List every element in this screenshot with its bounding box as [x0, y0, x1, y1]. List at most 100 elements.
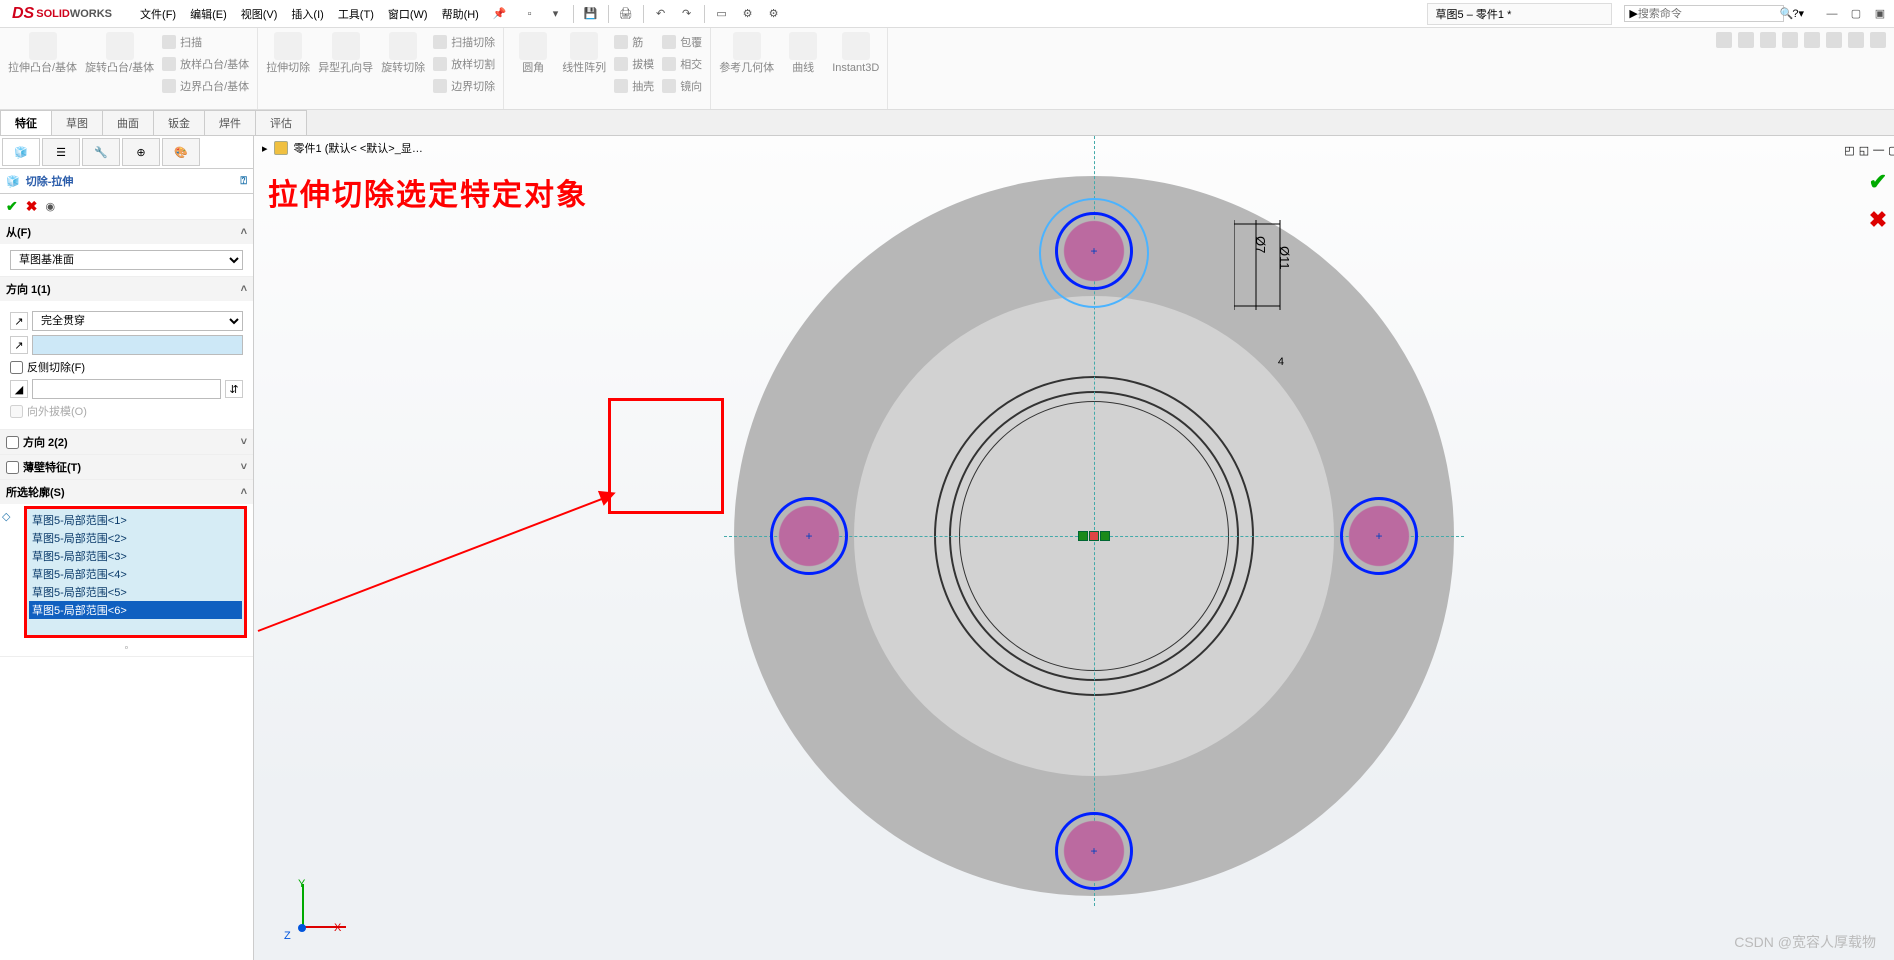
selected-contours-list[interactable]: 草图5-局部范围<1> 草图5-局部范围<2> 草图5-局部范围<3> 草图5-… [24, 506, 247, 638]
cmd-loft[interactable]: 放样凸台/基体 [162, 54, 249, 74]
pm-help-icon[interactable]: ⍰ [240, 175, 247, 188]
help-icon[interactable]: ?▾ [1792, 7, 1804, 20]
confirm-ok-button[interactable]: ✔ [1869, 169, 1887, 195]
confirm-cancel-button[interactable]: ✖ [1869, 207, 1887, 233]
open-icon[interactable]: ▾ [547, 5, 565, 23]
pm-preview-button[interactable]: ◉ [45, 200, 55, 213]
select-icon[interactable]: ▭ [713, 5, 731, 23]
draft-field[interactable] [32, 379, 221, 399]
menu-view[interactable]: 视图(V) [235, 3, 284, 25]
rr-ico-2[interactable] [1738, 32, 1754, 48]
dim-d7[interactable]: Ø7 [1253, 236, 1268, 253]
rr-ico-8[interactable] [1870, 32, 1886, 48]
cmd-fillet[interactable]: 圆角 [512, 32, 554, 105]
menu-help[interactable]: 帮助(H) [436, 3, 485, 25]
contour-item-6[interactable]: 草图5-局部范围<6> [29, 601, 242, 619]
tab-sheetmetal[interactable]: 钣金 [153, 110, 205, 135]
graphics-area[interactable]: ▸ 零件1 (默认< <默认>_显… 拉伸切除选定特定对象 [254, 136, 1894, 960]
cmd-extrude-boss[interactable]: 拉伸凸台/基体 [8, 32, 77, 105]
hole-right[interactable] [1340, 497, 1418, 575]
tab-features[interactable]: 特征 [0, 110, 52, 135]
menu-tools[interactable]: 工具(T) [332, 3, 380, 25]
flip-side-checkbox[interactable]: 反侧切除(F) [10, 359, 243, 375]
contour-item-3[interactable]: 草图5-局部范围<3> [29, 547, 242, 565]
options-icon[interactable]: ⚙ [765, 5, 783, 23]
dir-vector-icon[interactable]: ↗ [10, 336, 28, 354]
redo-icon[interactable]: ↷ [678, 5, 696, 23]
rail-ico-2[interactable]: ◱ [1859, 144, 1869, 157]
cmd-wrap[interactable]: 包覆 [662, 32, 702, 52]
cmd-refgeom[interactable]: 参考几何体 [719, 32, 774, 105]
search-box[interactable]: ▶ 🔍 [1624, 5, 1784, 22]
close-button[interactable]: ▣ [1870, 4, 1890, 24]
contour-item-1[interactable]: 草图5-局部范围<1> [29, 511, 242, 529]
rail-ico-4[interactable]: ▢ [1888, 144, 1894, 157]
rr-ico-5[interactable] [1804, 32, 1820, 48]
dir-vector-field[interactable] [32, 335, 243, 355]
tab-sketch[interactable]: 草图 [51, 110, 103, 135]
cmd-rib[interactable]: 筋 [614, 32, 643, 52]
dim-angle[interactable]: 4 [1278, 356, 1284, 368]
contour-item-5[interactable]: 草图5-局部范围<5> [29, 583, 242, 601]
hole-left[interactable] [770, 497, 848, 575]
cmd-boundary[interactable]: 边界凸台/基体 [162, 76, 249, 96]
tab-evaluate[interactable]: 评估 [255, 110, 307, 135]
rr-ico-1[interactable] [1716, 32, 1732, 48]
contour-item-4[interactable]: 草图5-局部范围<4> [29, 565, 242, 583]
search-input[interactable] [1638, 8, 1780, 20]
rail-ico-3[interactable]: — [1873, 144, 1884, 157]
cmd-revolve-cut[interactable]: 旋转切除 [381, 32, 425, 105]
pm-contours-header[interactable]: 所选轮廓(S)˄ [0, 480, 253, 504]
cmd-revolve-boss[interactable]: 旋转凸台/基体 [85, 32, 154, 105]
rr-ico-3[interactable] [1760, 32, 1776, 48]
menu-file[interactable]: 文件(F) [134, 3, 182, 25]
tab-surface[interactable]: 曲面 [102, 110, 154, 135]
cmd-extrude-cut[interactable]: 拉伸切除 [266, 32, 310, 105]
pm-from-header[interactable]: 从(F)˄ [0, 220, 253, 244]
view-triad[interactable]: Y X Z [274, 880, 334, 940]
rr-ico-7[interactable] [1848, 32, 1864, 48]
pin-icon[interactable]: 📌 [493, 7, 507, 20]
cmd-intersect[interactable]: 相交 [662, 54, 702, 74]
fm-tab-2[interactable]: ☰ [42, 138, 80, 166]
cmd-mirror[interactable]: 镜向 [662, 76, 702, 96]
fm-tab-4[interactable]: ⊕ [122, 138, 160, 166]
end-condition-select[interactable]: 完全贯穿 [32, 311, 243, 331]
pm-cancel-button[interactable]: ✖ [26, 198, 38, 215]
cmd-draft[interactable]: 拔模 [614, 54, 654, 74]
breadcrumb[interactable]: ▸ 零件1 (默认< <默认>_显… [262, 140, 423, 156]
save-icon[interactable]: 💾 [582, 5, 600, 23]
cmd-shell[interactable]: 抽壳 [614, 76, 654, 96]
pm-ok-button[interactable]: ✔ [6, 198, 18, 215]
hole-top[interactable] [1055, 212, 1133, 290]
draft-spinner[interactable]: ⇵ [225, 380, 243, 398]
fm-tab-3[interactable]: 🔧 [82, 138, 120, 166]
print-icon[interactable]: 🖨 [617, 5, 635, 23]
from-select[interactable]: 草图基准面 [10, 250, 243, 270]
menu-insert[interactable]: 插入(I) [285, 3, 329, 25]
menu-window[interactable]: 窗口(W) [382, 3, 434, 25]
minimize-button[interactable]: — [1822, 4, 1842, 24]
rr-ico-6[interactable] [1826, 32, 1842, 48]
cmd-sweep[interactable]: 扫描 [162, 32, 202, 52]
rebuild-icon[interactable]: ⚙ [739, 5, 757, 23]
cmd-boundary-cut[interactable]: 边界切除 [433, 76, 495, 96]
tab-weldment[interactable]: 焊件 [204, 110, 256, 135]
model-part[interactable]: Ø7 Ø11 4 [734, 176, 1454, 896]
fm-tab-5[interactable]: 🎨 [162, 138, 200, 166]
contour-item-2[interactable]: 草图5-局部范围<2> [29, 529, 242, 547]
menu-edit[interactable]: 编辑(E) [184, 3, 233, 25]
pm-thin-header[interactable]: 薄壁特征(T)˅ [0, 455, 253, 479]
cmd-curves[interactable]: 曲线 [782, 32, 824, 105]
dim-d11[interactable]: Ø11 [1277, 246, 1292, 270]
cmd-hole-wizard[interactable]: 异型孔向导 [318, 32, 373, 105]
draft-icon[interactable]: ◢ [10, 380, 28, 398]
fm-tab-1[interactable]: 🧊 [2, 138, 40, 166]
cmd-pattern[interactable]: 线性阵列 [562, 32, 606, 105]
pm-dir2-header[interactable]: 方向 2(2)˅ [0, 430, 253, 454]
rr-ico-4[interactable] [1782, 32, 1798, 48]
maximize-button[interactable]: ▢ [1846, 4, 1866, 24]
pm-dir1-header[interactable]: 方向 1(1)˄ [0, 277, 253, 301]
breadcrumb-expand[interactable]: ▸ [262, 142, 268, 155]
rail-ico-1[interactable]: ◰ [1844, 144, 1854, 157]
